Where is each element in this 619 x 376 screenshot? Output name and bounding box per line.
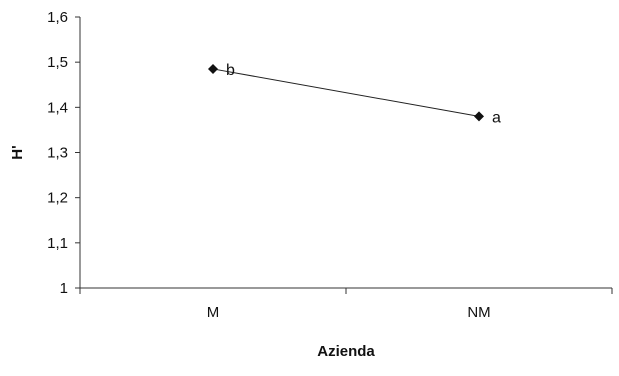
data-point-marker <box>208 63 218 74</box>
y-tick-label: 1,2 <box>47 190 68 207</box>
axes <box>79 17 612 289</box>
data-point-marker <box>474 111 484 122</box>
y-tick-label: 1,1 <box>47 235 68 252</box>
y-tick-label: 1,6 <box>47 9 68 26</box>
data-point-label: a <box>492 109 501 126</box>
y-ticks: 1 1,1 1,2 1,3 1,4 1,5 1,6 <box>47 9 80 297</box>
y-tick-label: 1,3 <box>47 145 68 162</box>
x-tick-label: NM <box>467 304 490 321</box>
x-tick-label: M <box>207 304 220 321</box>
series-group: ba <box>208 62 501 126</box>
series-line <box>212 68 480 117</box>
y-tick-label: 1,5 <box>47 54 68 71</box>
x-ticks: M NM <box>79 288 613 321</box>
y-tick-label: 1,4 <box>47 99 68 116</box>
y-tick-label: 1 <box>60 280 68 297</box>
y-axis-title: H' <box>9 145 26 159</box>
data-point-label: b <box>226 62 235 79</box>
x-axis-title: Azienda <box>317 343 375 360</box>
